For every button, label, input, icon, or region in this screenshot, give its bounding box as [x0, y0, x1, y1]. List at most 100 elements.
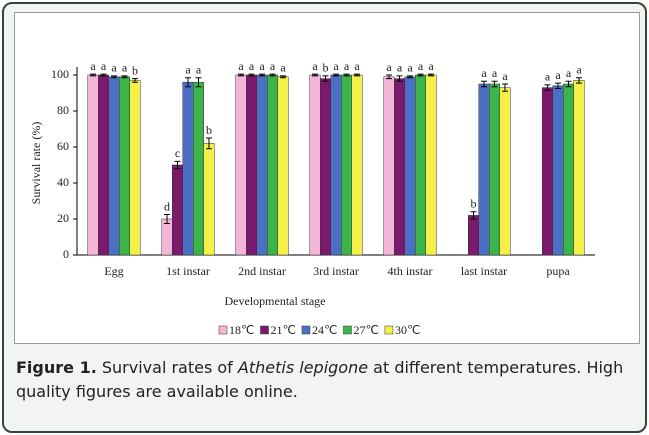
- significance-letter: a: [185, 62, 191, 76]
- error-bar: [333, 73, 339, 77]
- bar: [246, 74, 257, 256]
- error-bar: [312, 73, 318, 77]
- caption-text: at different temperatures. High quality …: [16, 358, 624, 401]
- legend-swatch: [343, 325, 352, 335]
- bar: [468, 215, 479, 256]
- bar: [552, 85, 564, 256]
- x-tick-label: 4th instar: [388, 264, 433, 278]
- bar: [256, 74, 268, 256]
- error-bar: [386, 74, 392, 80]
- x-tick-label: pupa: [546, 264, 570, 278]
- significance-letter: a: [270, 59, 276, 73]
- error-bar: [428, 73, 434, 77]
- error-bar: [555, 82, 561, 89]
- bar: [87, 74, 99, 256]
- bar: [330, 74, 342, 256]
- significance-letter: a: [481, 66, 487, 80]
- x-axis-label: Developmental stage: [225, 294, 326, 308]
- bar: [309, 74, 321, 256]
- x-tick-label: last instar: [461, 264, 507, 278]
- y-tick-label: 80: [57, 103, 69, 117]
- bar: [267, 74, 278, 256]
- significance-letter: a: [492, 66, 498, 80]
- caption-label: Figure 1.: [16, 358, 97, 377]
- error-bar: [481, 80, 487, 88]
- caption-text: Survival rates of: [101, 358, 238, 377]
- significance-letter: a: [90, 59, 96, 73]
- legend-swatch: [218, 325, 228, 335]
- y-tick-label: 60: [57, 139, 69, 153]
- bar: [415, 74, 426, 256]
- bar: [277, 76, 289, 256]
- significance-letter: a: [566, 66, 572, 80]
- significance-letter: a: [576, 62, 582, 76]
- error-bar: [407, 75, 413, 79]
- legend-label: 21℃: [270, 323, 295, 337]
- error-bar: [238, 73, 244, 77]
- error-bar: [565, 80, 572, 88]
- significance-letter: a: [555, 68, 561, 82]
- significance-letter: a: [545, 70, 551, 84]
- bar: [351, 74, 363, 256]
- significance-letter: a: [333, 59, 339, 73]
- bar: [489, 83, 500, 256]
- error-bar: [259, 73, 265, 77]
- bar: [161, 218, 173, 256]
- significance-letter: b: [323, 61, 329, 75]
- legend-swatch: [384, 325, 394, 335]
- error-bar: [280, 75, 286, 79]
- error-bar: [121, 75, 128, 79]
- error-bar: [132, 78, 138, 83]
- bar: [98, 74, 109, 256]
- error-bar: [576, 77, 582, 84]
- significance-letter: a: [386, 60, 392, 74]
- error-bar: [417, 73, 424, 77]
- y-tick-label: 40: [57, 175, 69, 189]
- bar: [172, 164, 183, 256]
- significance-letter: a: [238, 59, 244, 73]
- significance-letter: a: [122, 61, 128, 75]
- error-bar: [185, 77, 191, 88]
- bar: [383, 76, 395, 256]
- caption-species: Athetis lepigone: [237, 358, 369, 377]
- x-tick-label: Egg: [104, 264, 123, 278]
- bar: [563, 83, 574, 256]
- bar: [542, 87, 553, 256]
- bar: [573, 80, 585, 256]
- bar: [320, 78, 331, 256]
- bar: [425, 74, 437, 256]
- legend-swatch: [301, 325, 311, 335]
- error-bar: [343, 73, 350, 77]
- error-bar: [502, 83, 508, 92]
- significance-letter: b: [471, 197, 477, 211]
- bar: [203, 143, 215, 256]
- significance-letter: a: [249, 59, 255, 73]
- error-bar: [195, 77, 202, 88]
- significance-letter: a: [397, 61, 403, 75]
- significance-letter: a: [354, 59, 360, 73]
- legend-label: 30℃: [395, 323, 420, 337]
- y-axis-label: Survival rate (%): [29, 122, 43, 205]
- error-bar: [354, 73, 360, 77]
- error-bar: [164, 214, 170, 224]
- bar: [341, 74, 352, 256]
- chart: Developmental stage Survival rate (%) 0 2…: [14, 12, 640, 344]
- error-bar: [269, 73, 276, 77]
- bar: [404, 76, 416, 256]
- error-bar: [90, 73, 96, 77]
- error-bar: [470, 211, 477, 220]
- y-tick-label: 100: [51, 67, 69, 81]
- legend-label: 27℃: [353, 323, 378, 337]
- significance-letter: a: [418, 59, 424, 73]
- error-bar: [174, 160, 181, 170]
- significance-letter: a: [502, 69, 508, 83]
- bar: [119, 76, 130, 256]
- error-bar: [206, 137, 212, 150]
- significance-letter: a: [344, 59, 350, 73]
- legend-label: 18℃: [229, 323, 254, 337]
- significance-letter: a: [407, 61, 413, 75]
- error-bar: [396, 75, 403, 82]
- x-tick-label: 1st instar: [166, 264, 210, 278]
- bar: [108, 76, 120, 256]
